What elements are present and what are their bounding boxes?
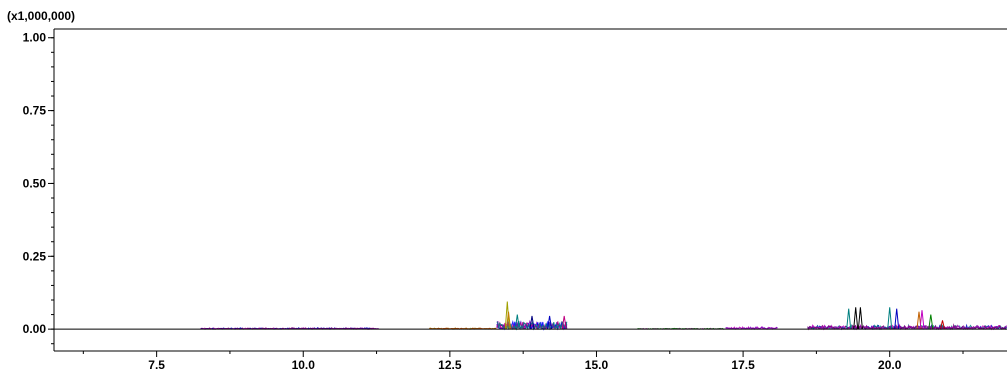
y-tick-label: 0.50	[23, 176, 47, 190]
trace-peak	[857, 307, 863, 330]
trace-peak	[887, 307, 893, 330]
trace-segment	[496, 319, 568, 331]
x-tick-label: 20.0	[878, 358, 902, 372]
plot-frame	[53, 28, 1007, 352]
trace-peak	[894, 308, 900, 330]
y-tick-label: 0.75	[23, 104, 47, 118]
trace-peak	[940, 320, 945, 330]
trace-peak	[846, 308, 852, 330]
trace-group	[200, 301, 1007, 331]
trace-peak	[919, 310, 925, 330]
trace-segment	[725, 326, 778, 330]
trace-peak	[853, 307, 859, 330]
x-tick-label: 7.5	[148, 358, 165, 372]
y-multiplier-label: (x1,000,000)	[7, 9, 75, 23]
x-axis: 7.5 10.0 12.5 15.0 17.5 20.0	[82, 351, 964, 372]
y-tick-label: 1.00	[23, 31, 47, 45]
trace-peak	[529, 315, 535, 330]
x-tick-label: 12.5	[438, 358, 462, 372]
trace-peak	[561, 315, 567, 330]
y-axis: 0.00 0.25 0.50 0.75 1.00	[23, 31, 54, 345]
trace-peak	[514, 314, 520, 330]
y-tick-label: 0.25	[23, 249, 47, 263]
x-tick-label: 10.0	[292, 358, 316, 372]
trace-peak	[928, 314, 934, 330]
trace-peak	[547, 315, 553, 330]
trace-peak	[504, 301, 510, 330]
y-tick-label: 0.00	[23, 322, 47, 336]
x-tick-label: 17.5	[731, 358, 755, 372]
x-tick-label: 15.0	[585, 358, 609, 372]
trace-peak	[506, 311, 511, 330]
